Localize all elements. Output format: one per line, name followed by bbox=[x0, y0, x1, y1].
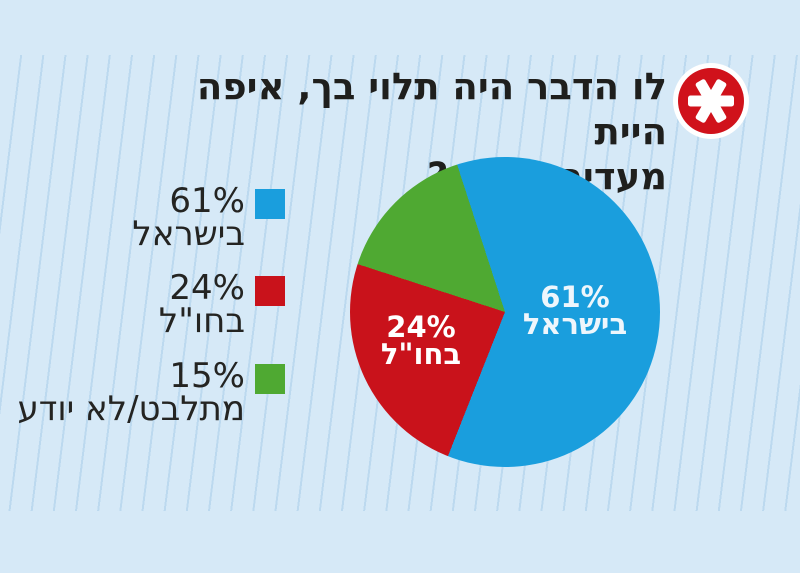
asterisk-icon bbox=[673, 63, 749, 139]
brand-badge bbox=[672, 62, 750, 140]
pie-slice-label-abroad: 24% בחו"ל bbox=[380, 310, 462, 371]
pie-chart bbox=[350, 157, 660, 467]
chart-title-line1: לו הדבר היה תלוי בך, איפה היית bbox=[196, 65, 667, 153]
legend-item-abroad: 24% בחו"ל bbox=[158, 268, 285, 341]
legend-swatch-green bbox=[255, 364, 285, 394]
legend-pct: 61% bbox=[169, 181, 245, 221]
legend-pct: 24% bbox=[169, 268, 245, 308]
legend-label: מתלבט/לא יודע bbox=[17, 389, 246, 429]
legend-label: בחו"ל bbox=[158, 301, 245, 341]
pie-slice-label-israel: 61% בישראל bbox=[522, 280, 628, 341]
legend-pct: 15% bbox=[169, 356, 245, 396]
legend-swatch-red bbox=[255, 276, 285, 306]
legend-item-israel: 61% בישראל bbox=[132, 181, 285, 254]
chart-title: לו הדבר היה תלוי בך, איפה היית מעדיף לחי… bbox=[147, 64, 667, 199]
legend-label: בישראל bbox=[132, 214, 245, 254]
legend-swatch-blue bbox=[255, 189, 285, 219]
legend-item-undecided: 15% מתלבט/לא יודע bbox=[17, 356, 285, 429]
